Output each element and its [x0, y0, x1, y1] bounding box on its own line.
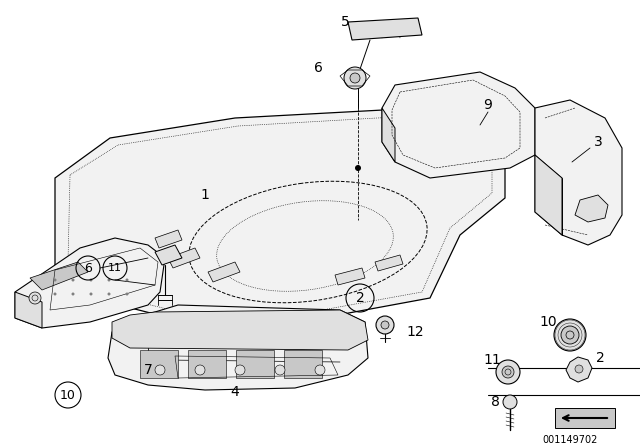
Circle shape — [554, 319, 586, 351]
Text: 6: 6 — [84, 262, 92, 275]
Text: 5: 5 — [340, 15, 349, 29]
Polygon shape — [566, 357, 592, 382]
Polygon shape — [375, 255, 403, 271]
Polygon shape — [15, 238, 165, 328]
Circle shape — [125, 279, 129, 281]
Polygon shape — [168, 248, 200, 268]
Polygon shape — [575, 195, 608, 222]
Text: 2: 2 — [596, 351, 604, 365]
Circle shape — [575, 365, 583, 373]
Circle shape — [108, 293, 111, 296]
Text: 4: 4 — [230, 385, 239, 399]
Circle shape — [350, 73, 360, 83]
Polygon shape — [348, 18, 422, 40]
Text: 11: 11 — [483, 353, 501, 367]
Circle shape — [496, 360, 520, 384]
Circle shape — [195, 365, 205, 375]
Text: 1: 1 — [200, 188, 209, 202]
Polygon shape — [535, 100, 622, 245]
Polygon shape — [208, 262, 240, 282]
Polygon shape — [335, 268, 365, 285]
Text: 9: 9 — [484, 98, 492, 112]
Polygon shape — [382, 108, 395, 162]
Circle shape — [275, 365, 285, 375]
Text: 10: 10 — [60, 388, 76, 401]
Circle shape — [502, 366, 514, 378]
Polygon shape — [108, 305, 368, 390]
Text: 11: 11 — [108, 263, 122, 273]
Text: 6: 6 — [314, 61, 323, 75]
Polygon shape — [382, 72, 535, 178]
Circle shape — [355, 165, 361, 171]
Text: 12: 12 — [406, 325, 424, 339]
Bar — [236, 350, 274, 378]
Circle shape — [155, 365, 165, 375]
Text: 3: 3 — [594, 135, 602, 149]
Polygon shape — [555, 408, 615, 428]
Text: 10: 10 — [539, 315, 557, 329]
Bar — [140, 350, 178, 378]
Circle shape — [54, 293, 56, 296]
Polygon shape — [535, 155, 562, 235]
Circle shape — [381, 321, 389, 329]
Text: 7: 7 — [143, 363, 152, 377]
Polygon shape — [30, 262, 88, 290]
Circle shape — [90, 293, 93, 296]
Polygon shape — [55, 108, 505, 322]
Bar — [188, 350, 226, 378]
Circle shape — [503, 395, 517, 409]
Polygon shape — [15, 292, 42, 328]
Bar — [284, 350, 322, 378]
Circle shape — [125, 293, 129, 296]
Text: 8: 8 — [491, 395, 499, 409]
Circle shape — [72, 293, 74, 296]
Text: 2: 2 — [356, 291, 364, 305]
Circle shape — [54, 279, 56, 281]
Circle shape — [90, 279, 93, 281]
Circle shape — [108, 279, 111, 281]
Circle shape — [235, 365, 245, 375]
Circle shape — [29, 292, 41, 304]
Polygon shape — [112, 310, 368, 350]
Circle shape — [561, 326, 579, 344]
Polygon shape — [155, 230, 182, 248]
Polygon shape — [155, 245, 182, 265]
Circle shape — [72, 279, 74, 281]
Circle shape — [344, 67, 366, 89]
Circle shape — [315, 365, 325, 375]
Circle shape — [376, 316, 394, 334]
Text: 001149702: 001149702 — [542, 435, 598, 445]
